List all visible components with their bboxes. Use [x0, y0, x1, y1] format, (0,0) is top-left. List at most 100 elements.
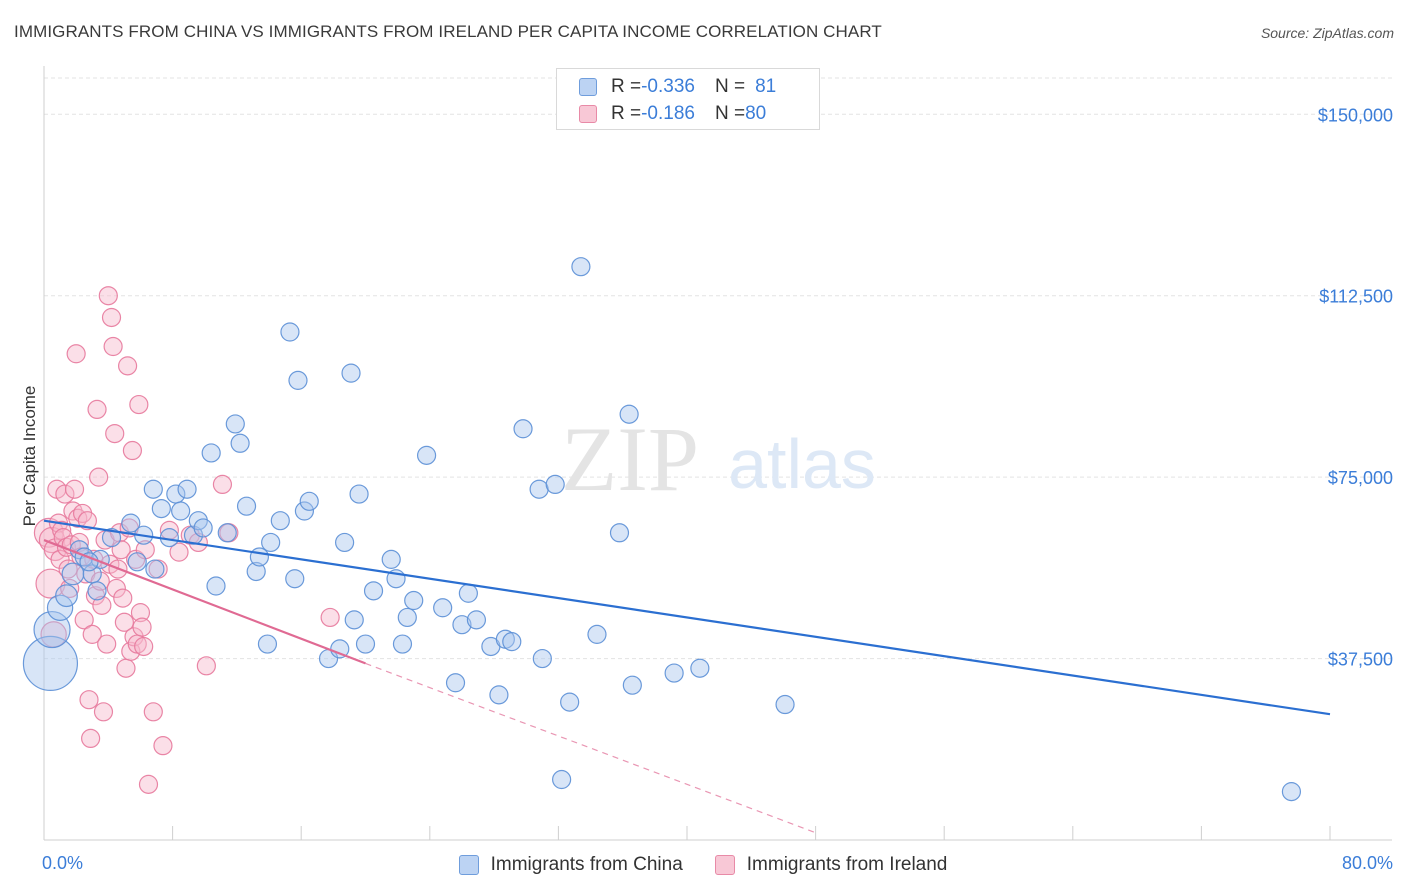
- china-point: [46, 594, 74, 621]
- y-tick-label: $75,000: [1328, 468, 1393, 488]
- ireland-point: [113, 588, 133, 608]
- china-point: [397, 607, 417, 628]
- chart-title: IMMIGRANTS FROM CHINA VS IMMIGRANTS FROM…: [14, 22, 882, 41]
- china-point: [217, 523, 237, 543]
- ireland-point: [35, 568, 66, 599]
- china-point: [392, 634, 413, 654]
- x-tick-label-min: 0.0%: [42, 853, 83, 873]
- china-r-label: R =: [611, 76, 642, 97]
- china-point: [619, 404, 639, 424]
- ireland-point: [66, 344, 86, 364]
- x-tick-label-max: 80.0%: [1342, 853, 1393, 873]
- stats-row-ireland: R = -0.186 N = 80: [579, 100, 766, 128]
- china-point: [560, 692, 580, 712]
- ireland-point: [320, 607, 340, 628]
- china-point: [193, 518, 213, 538]
- china-point: [664, 663, 684, 683]
- ireland-point: [196, 656, 216, 676]
- ireland-point: [121, 641, 141, 661]
- ireland-point: [129, 394, 149, 415]
- china-point: [177, 479, 197, 499]
- china-point: [466, 610, 487, 630]
- watermark-zip: ZIP: [561, 408, 699, 510]
- ireland-point: [89, 467, 109, 487]
- china-point: [230, 433, 250, 453]
- legend-item-china[interactable]: Immigrants from China: [458, 854, 683, 876]
- ireland-r-value: -0.186: [641, 103, 695, 124]
- china-point: [571, 257, 591, 277]
- china-point: [261, 532, 281, 553]
- grid-layer: [44, 77, 1392, 660]
- china-r-value: -0.336: [641, 76, 695, 97]
- china-point: [452, 615, 472, 635]
- china-point: [127, 552, 147, 572]
- ireland-point: [106, 578, 126, 599]
- china-point: [355, 634, 376, 654]
- china-point: [381, 549, 401, 569]
- china-point: [299, 491, 319, 511]
- china-point: [225, 414, 245, 434]
- ireland-r-label: R =: [611, 103, 642, 124]
- china-point: [545, 474, 565, 494]
- ireland-trend-line: [43, 539, 366, 665]
- ireland-point: [143, 702, 163, 722]
- ireland-n-label: N =: [714, 103, 746, 124]
- china-point: [280, 322, 300, 342]
- ireland-point: [134, 636, 154, 657]
- china-point: [257, 634, 278, 654]
- china-point: [236, 496, 257, 516]
- ireland-point: [130, 603, 151, 623]
- china-point: [201, 443, 221, 463]
- china-point: [143, 479, 163, 499]
- stats-row-china: R = -0.336 N = 81: [579, 73, 776, 101]
- ireland-point: [117, 356, 138, 376]
- china-point: [294, 501, 315, 521]
- china-point: [502, 632, 522, 652]
- china-point: [344, 610, 364, 630]
- china-point: [206, 576, 226, 596]
- china-point: [404, 590, 424, 611]
- y-tick-label: $37,500: [1328, 650, 1393, 670]
- ireland-point: [43, 538, 67, 562]
- ireland-point: [132, 617, 152, 637]
- ireland-point: [93, 702, 114, 722]
- china-point: [285, 569, 305, 589]
- ireland-point: [169, 542, 189, 562]
- china-point: [270, 511, 290, 531]
- china-point: [445, 673, 466, 693]
- ireland-point: [82, 624, 102, 644]
- y-tick-label: $150,000: [1318, 105, 1393, 125]
- china-point: [609, 523, 630, 543]
- ireland-point: [105, 424, 125, 444]
- china-point: [775, 694, 795, 715]
- ireland-point: [153, 736, 173, 756]
- ireland-point: [122, 440, 143, 461]
- ireland-point: [69, 532, 89, 553]
- axis-layer: [43, 66, 1392, 841]
- ireland-point: [212, 474, 233, 494]
- china-point: [532, 648, 552, 669]
- china-point: [622, 675, 642, 695]
- china-point: [171, 501, 191, 521]
- legend-item-ireland[interactable]: Immigrants from Ireland: [714, 854, 948, 876]
- y-axis-label: Per Capita Income: [20, 385, 39, 527]
- ireland-point: [116, 658, 136, 678]
- legend-label-ireland: Immigrants from Ireland: [746, 854, 948, 875]
- ireland-point: [64, 479, 85, 499]
- ireland-point: [74, 610, 94, 630]
- china-point: [458, 583, 478, 603]
- china-point: [151, 498, 171, 519]
- ireland-point: [77, 511, 98, 531]
- ireland-point: [60, 578, 80, 599]
- china-point: [101, 528, 122, 548]
- legend-swatch-china: [458, 855, 479, 875]
- ireland-point: [50, 549, 70, 569]
- china-point: [433, 598, 453, 618]
- china-point: [121, 513, 141, 533]
- china-point: [55, 584, 78, 608]
- china-n-value: 81: [755, 76, 777, 97]
- ireland-point: [103, 336, 123, 357]
- source-credit: Source: ZipAtlas.com: [1260, 25, 1394, 41]
- china-points: [22, 257, 1302, 802]
- china-point: [22, 635, 79, 692]
